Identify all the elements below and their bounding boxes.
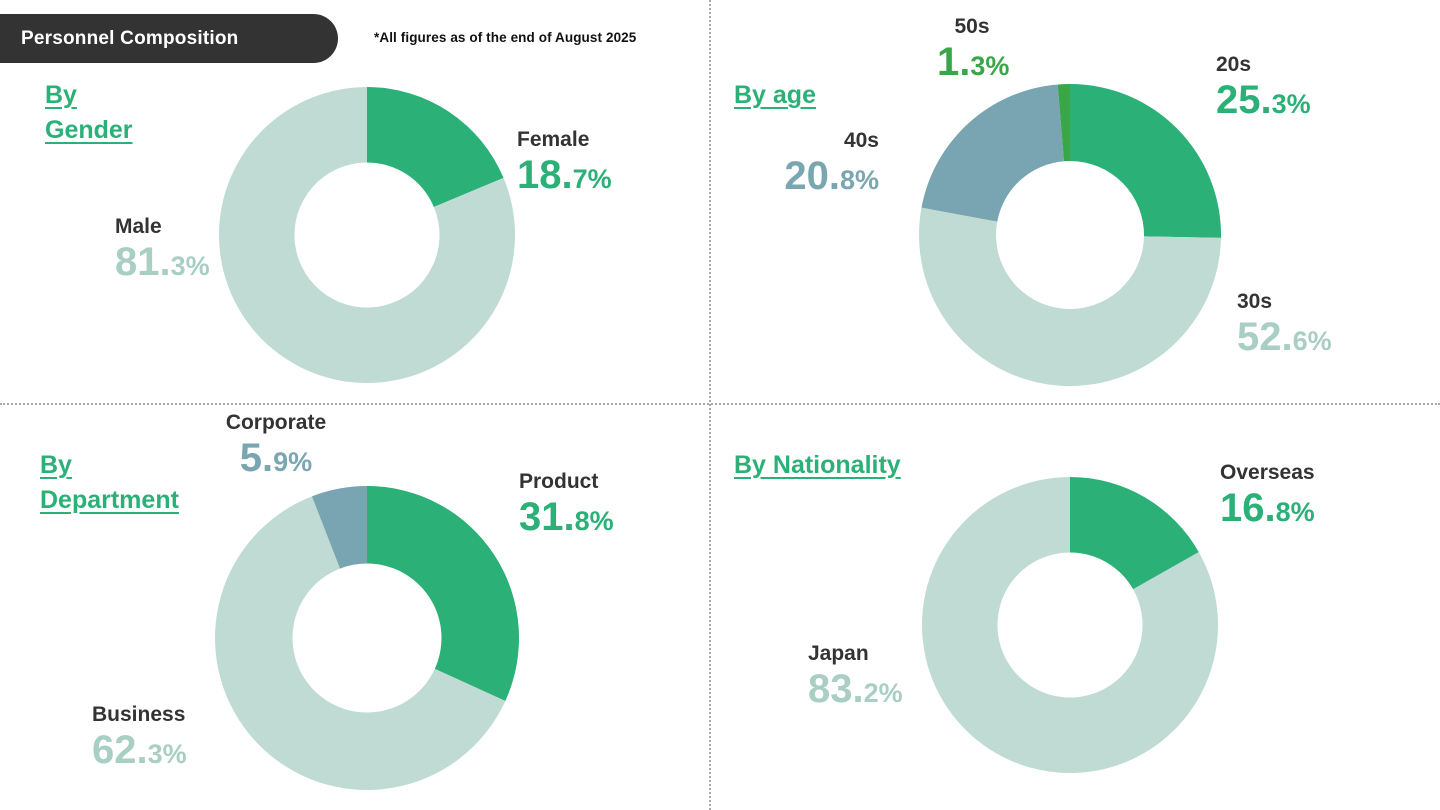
age-title-line-1: By age: [734, 81, 816, 109]
label-product-name: Product: [519, 470, 599, 493]
label-female: Female 18.7%: [517, 127, 612, 206]
label-product-value: 31.8%: [519, 495, 614, 539]
gender-title-line-2: Gender: [45, 116, 133, 144]
label-product: Product 31.8%: [519, 469, 614, 548]
nationality-donut-chart: [922, 477, 1218, 773]
label-japan: Japan 83.2%: [808, 641, 903, 720]
label-female-value: 18.7%: [517, 153, 612, 197]
department-chart-title: By Department: [40, 448, 179, 518]
department-donut-chart: [215, 486, 519, 790]
label-30s: 30s 52.6%: [1237, 289, 1332, 368]
label-male-name: Male: [115, 215, 162, 238]
label-business-value: 62.3%: [92, 728, 187, 772]
label-30s-name: 30s: [1237, 290, 1273, 313]
donut-segment-corporate: [311, 486, 367, 569]
horizontal-divider: [0, 403, 1440, 405]
label-20s-name: 20s: [1216, 53, 1252, 76]
label-20s-value: 25.3%: [1216, 78, 1311, 122]
label-overseas-value: 16.8%: [1220, 486, 1315, 530]
department-title-line-2: Department: [40, 486, 179, 514]
label-male-value: 81.3%: [115, 240, 210, 284]
gender-title-line-1: By: [45, 81, 77, 109]
label-female-name: Female: [517, 128, 590, 151]
nationality-chart-title: By Nationality: [734, 448, 901, 483]
age-chart-title: By age: [734, 78, 816, 113]
donut-segment-business: [215, 496, 506, 790]
label-business-name: Business: [92, 703, 186, 726]
label-corporate: Corporate 5.9%: [222, 410, 330, 489]
age-donut-chart: [919, 84, 1221, 386]
donut-segment-30s: [919, 207, 1221, 386]
label-40s-name: 40s: [843, 129, 879, 152]
nationality-title-line-1: By Nationality: [734, 451, 901, 479]
label-50s-value: 1.3%: [937, 40, 1010, 84]
donut-segment-male: [219, 87, 515, 384]
label-corporate-value: 5.9%: [239, 436, 313, 480]
label-50s: 50s 1.3%: [937, 14, 1010, 93]
label-40s-value: 20.8%: [784, 154, 879, 198]
donut-segment-female: [367, 87, 504, 208]
label-overseas-name: Overseas: [1220, 461, 1315, 484]
donut-segment-product: [367, 486, 519, 701]
label-50s-name: 50s: [954, 15, 990, 38]
donut-segment-50s: [1057, 84, 1070, 162]
label-japan-value: 83.2%: [808, 667, 903, 711]
label-business: Business 62.3%: [92, 702, 187, 781]
section-header: Personnel Composition: [0, 14, 338, 63]
donut-segment-overseas: [1070, 477, 1199, 590]
donut-segment-japan: [922, 477, 1218, 773]
gender-chart-title: By Gender: [45, 78, 133, 148]
label-japan-name: Japan: [808, 642, 869, 665]
donut-segment-40s: [921, 84, 1064, 222]
label-corporate-name: Corporate: [225, 411, 327, 434]
department-title-line-1: By: [40, 451, 72, 479]
vertical-divider: [709, 0, 711, 810]
label-30s-value: 52.6%: [1237, 315, 1332, 359]
label-male: Male 81.3%: [115, 214, 210, 293]
label-overseas: Overseas 16.8%: [1220, 460, 1315, 539]
label-40s: 40s 20.8%: [774, 128, 879, 207]
gender-donut-chart: [219, 87, 515, 384]
label-20s: 20s 25.3%: [1216, 52, 1311, 131]
as-of-note: *All figures as of the end of August 202…: [374, 30, 637, 45]
donut-segment-20s: [1070, 84, 1221, 238]
page-title: Personnel Composition: [21, 28, 239, 49]
